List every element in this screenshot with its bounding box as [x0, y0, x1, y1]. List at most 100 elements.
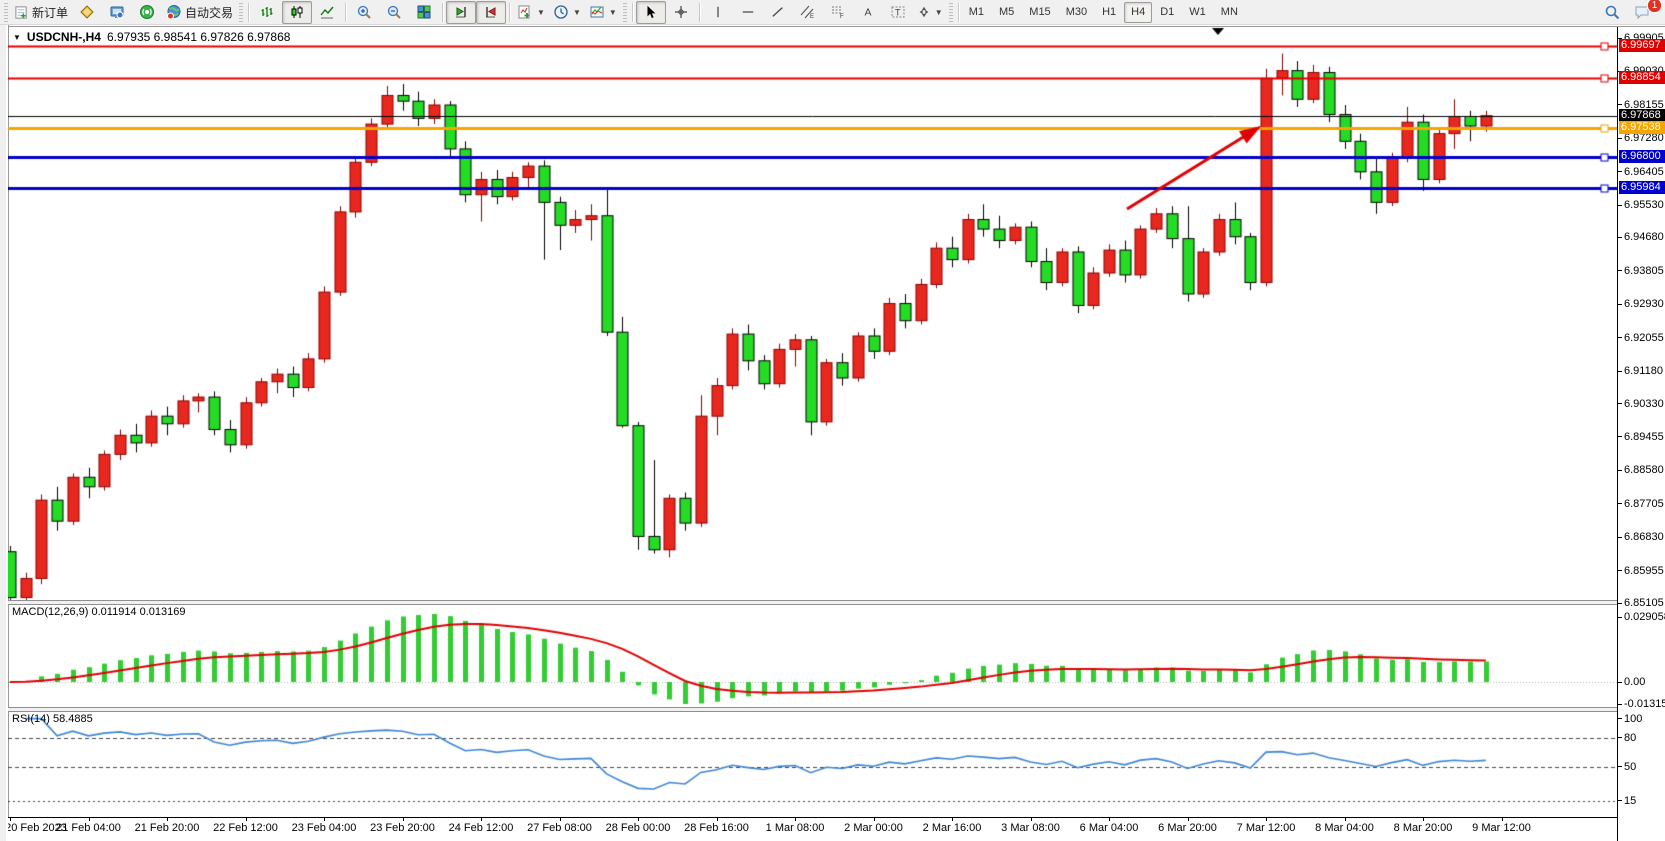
timeframe-button-w1[interactable]: W1 [1189, 6, 1206, 18]
price-tick-label: 6.89455 [1618, 431, 1664, 443]
indicators-button[interactable]: ▼ [513, 1, 549, 24]
cursor-button[interactable] [635, 0, 666, 24]
arrows-button[interactable]: ▼ [913, 1, 947, 24]
template-chart-icon [589, 4, 605, 20]
chart-symbol-period: USDCNH-,H4 [26, 30, 101, 44]
alerts-button[interactable] [132, 1, 162, 24]
chart-shift-icon [483, 4, 499, 20]
auto-scroll-button[interactable] [446, 0, 477, 24]
macd-label: MACD(12,26,9) 0.011914 0.013169 [12, 606, 186, 618]
price-tick-label: 6.85105 [1618, 597, 1664, 609]
templates-button[interactable]: ▼ [585, 1, 621, 24]
chevron-down-icon: ▼ [934, 7, 943, 17]
chart-shift-button[interactable] [476, 0, 507, 24]
panel-splitter-macd[interactable] [8, 600, 1617, 605]
time-label: 27 Feb 08:00 [527, 822, 592, 834]
timeframe-button-m15[interactable]: M15 [1029, 6, 1051, 18]
search-button[interactable] [1597, 1, 1627, 24]
price-tick-label: 6.91180 [1618, 365, 1663, 377]
price-badge: 6.97868 [1619, 108, 1665, 122]
price-tick-label: 6.98155 [1618, 99, 1664, 111]
time-label: 6 Mar 04:00 [1079, 822, 1139, 834]
horizontal-line-button[interactable] [733, 1, 763, 24]
chart-title-dropdown-icon[interactable]: ▼ [13, 32, 21, 42]
time-tick [1266, 818, 1267, 821]
toolbar-grip[interactable] [239, 2, 244, 22]
equidistant-channel-icon: E [800, 4, 816, 20]
time-label: 22 Feb 12:00 [213, 822, 278, 834]
price-tick-label: 6.86830 [1618, 531, 1664, 543]
time-tick [559, 818, 561, 821]
fibonacci-button[interactable]: F [823, 1, 853, 24]
time-label: 21 Feb 04:00 [56, 822, 121, 834]
chevron-down-icon: ▼ [608, 7, 617, 17]
fibonacci-icon: F [830, 4, 846, 20]
time-tick [1187, 818, 1189, 821]
signal-sound-icon [139, 4, 155, 20]
time-axis[interactable]: 20 Feb 2023 21 Feb 04:00 21 Feb 20:00 22 Fe… [8, 817, 1617, 841]
timeframe-group: M1 M5 M15 M30 H1 H4 D1 W1 MN [962, 1, 1245, 23]
globe-icon [166, 4, 182, 20]
arrows-tool-icon [917, 5, 931, 19]
timeframe-button-h1[interactable]: H1 [1102, 6, 1117, 18]
periods-button[interactable]: ▼ [549, 1, 585, 24]
auto-scroll-icon [453, 4, 469, 20]
rsi-axis-label: 100 [1618, 713, 1642, 725]
trendline-button[interactable] [763, 1, 793, 24]
crosshair-button[interactable] [666, 1, 696, 24]
time-tick [245, 818, 247, 821]
chat-button[interactable]: 1 [1627, 0, 1662, 24]
label-button[interactable]: T [883, 1, 913, 24]
toolbar-grip[interactable] [948, 2, 953, 22]
timeframe-button-m30[interactable]: M30 [1065, 6, 1088, 18]
zoom-out-button[interactable] [379, 1, 409, 24]
auto-trading-button[interactable]: 自动交易 [162, 1, 237, 24]
line-chart-button[interactable] [312, 1, 342, 24]
chart-top-edge [8, 26, 1665, 27]
candlestick-chart-button[interactable] [282, 0, 313, 24]
text-button[interactable]: A [853, 1, 883, 24]
bar-chart-button[interactable] [252, 1, 282, 24]
macd-axis-label: 0.029058 [1618, 611, 1665, 623]
price-tick-label: 6.96405 [1618, 166, 1664, 178]
time-label: 9 Mar 12:00 [1472, 822, 1531, 834]
time-tick [716, 818, 718, 821]
main-chart-canvas[interactable] [8, 27, 1617, 817]
time-label: 2 Mar 16:00 [922, 822, 982, 834]
zoom-in-button[interactable] [349, 1, 379, 24]
time-tick [795, 818, 796, 821]
search-icon [1604, 4, 1620, 20]
vertical-line-button[interactable] [703, 1, 733, 24]
price-tick-label: 6.92930 [1618, 298, 1664, 310]
clock-icon [553, 4, 569, 20]
time-label: 23 Feb 20:00 [370, 822, 435, 834]
timeframe-button-m1[interactable]: M1 [968, 6, 984, 18]
timeframe-button-h4[interactable]: H4 [1124, 1, 1153, 23]
rsi-axis-label: 15 [1618, 795, 1636, 807]
rsi-axis-label: 80 [1618, 732, 1636, 744]
price-tick-label: 6.92055 [1618, 332, 1664, 344]
time-tick [1109, 818, 1110, 821]
zoom-out-icon [386, 4, 402, 20]
timeframe-button-d1[interactable]: D1 [1160, 6, 1175, 18]
equidistant-channel-button[interactable]: E [793, 1, 823, 24]
time-label: 7 Mar 12:00 [1236, 822, 1296, 834]
toolbar-grip[interactable] [4, 2, 8, 22]
market-watch-button[interactable] [72, 1, 102, 24]
rsi-axis-label: 50 [1618, 761, 1636, 773]
price-tick-label: 6.88580 [1618, 464, 1664, 476]
new-order-button[interactable]: 新订单 [10, 1, 72, 24]
timeframe-button-mn[interactable]: MN [1220, 6, 1238, 18]
price-badge: 6.99697 [1619, 38, 1665, 52]
svg-text:F: F [840, 14, 844, 20]
tile-windows-button[interactable] [409, 1, 439, 24]
panel-splitter-rsi[interactable] [8, 707, 1617, 712]
price-axis[interactable]: 6.999056.990306.981556.972806.964056.955… [1617, 27, 1665, 841]
time-label: 28 Feb 00:00 [605, 822, 671, 834]
navigator-button[interactable] [102, 1, 132, 24]
new-order-label: 新订单 [32, 5, 69, 20]
toolbar-grip[interactable] [622, 2, 627, 22]
timeframe-button-m5[interactable]: M5 [999, 6, 1015, 18]
gold-diamond-icon [79, 4, 95, 20]
time-tick [1030, 818, 1032, 821]
